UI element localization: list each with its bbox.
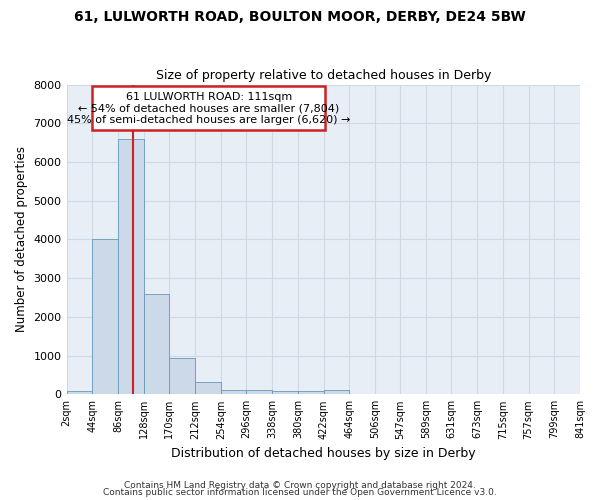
- Bar: [169, 358, 195, 395]
- Text: Contains public sector information licensed under the Open Government Licence v3: Contains public sector information licen…: [103, 488, 497, 497]
- Bar: [272, 391, 298, 394]
- Bar: [92, 240, 118, 394]
- Title: Size of property relative to detached houses in Derby: Size of property relative to detached ho…: [155, 69, 491, 82]
- Bar: [298, 391, 323, 394]
- Bar: [221, 390, 247, 394]
- Bar: [195, 382, 221, 394]
- Bar: [143, 294, 169, 394]
- Text: Contains HM Land Registry data © Crown copyright and database right 2024.: Contains HM Land Registry data © Crown c…: [124, 480, 476, 490]
- Bar: [67, 391, 92, 394]
- X-axis label: Distribution of detached houses by size in Derby: Distribution of detached houses by size …: [171, 447, 476, 460]
- Text: 61 LULWORTH ROAD: 111sqm
← 54% of detached houses are smaller (7,804)
45% of sem: 61 LULWORTH ROAD: 111sqm ← 54% of detach…: [67, 92, 350, 125]
- Bar: [247, 390, 272, 394]
- Text: 61, LULWORTH ROAD, BOULTON MOOR, DERBY, DE24 5BW: 61, LULWORTH ROAD, BOULTON MOOR, DERBY, …: [74, 10, 526, 24]
- Bar: [118, 139, 143, 394]
- Y-axis label: Number of detached properties: Number of detached properties: [15, 146, 28, 332]
- FancyBboxPatch shape: [92, 86, 325, 130]
- Bar: [323, 390, 349, 394]
